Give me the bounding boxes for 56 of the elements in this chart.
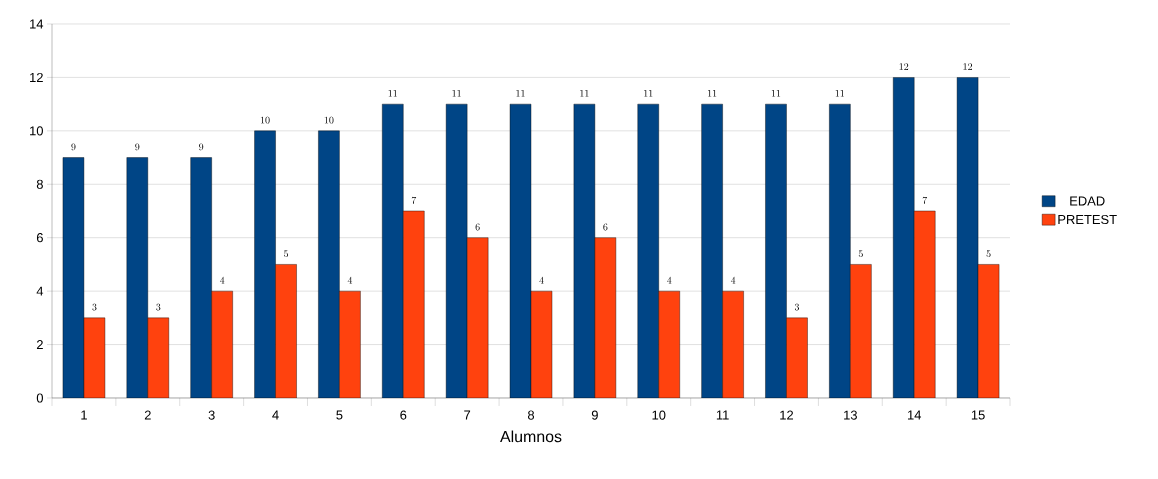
data-label: 3 [92, 303, 97, 311]
data-label: 3 [156, 303, 161, 311]
data-label: 7 [922, 196, 928, 204]
y-tick-label: 14 [30, 19, 44, 29]
data-label: 11 [835, 89, 845, 97]
y-tick-label: 4 [36, 286, 44, 296]
x-tick-label: 2 [144, 410, 151, 420]
y-tick-label: 6 [36, 233, 43, 243]
x-tick-label: 4 [272, 410, 279, 420]
x-tick-label: 5 [336, 410, 343, 420]
data-label: 11 [388, 89, 397, 97]
data-label: 11 [580, 89, 589, 97]
data-label: 4 [347, 276, 353, 284]
x-tick-label: 6 [400, 410, 407, 420]
x-tick-label: 8 [527, 410, 535, 420]
data-label: 6 [603, 223, 608, 231]
data-label: 12 [899, 63, 909, 70]
x-tick-label: 3 [208, 410, 215, 420]
data-label: 6 [475, 223, 480, 231]
data-label: 11 [452, 89, 461, 97]
x-tick-label: 7 [464, 410, 471, 420]
data-label: 10 [260, 116, 270, 124]
x-tick-label: 10 [652, 410, 666, 420]
y-tick-label: 2 [36, 340, 43, 350]
x-tick-label: 13 [844, 410, 857, 420]
data-label: 5 [858, 250, 863, 258]
data-label: 9 [71, 143, 76, 151]
x-tick-label: 9 [591, 410, 598, 420]
y-tick-label: 10 [30, 126, 43, 136]
x-axis-title: Alumnos [500, 430, 562, 443]
data-label: 3 [794, 303, 800, 311]
x-tick-label: 15 [971, 410, 985, 420]
data-label: 7 [411, 196, 417, 204]
y-tick-label: 12 [30, 72, 43, 82]
data-label: 12 [963, 63, 973, 70]
data-label: 5 [986, 250, 991, 258]
data-label: 4 [219, 276, 225, 284]
data-label: 4 [667, 276, 672, 284]
data-label: 9 [199, 143, 204, 151]
legend-label: PRETEST [1058, 214, 1117, 225]
y-tick-label: 8 [36, 179, 43, 189]
data-label: 11 [771, 89, 781, 97]
x-tick-label: 12 [780, 410, 794, 420]
x-tick-label: 14 [907, 410, 922, 420]
x-tick-label: 11 [716, 410, 729, 420]
data-label: 4 [539, 276, 544, 284]
data-label: 5 [284, 250, 289, 258]
data-label: 11 [644, 89, 653, 97]
legend-label: EDAD [1070, 196, 1105, 206]
data-label: 11 [708, 89, 717, 97]
data-label: 9 [135, 143, 140, 151]
y-tick-label: 0 [36, 393, 43, 403]
data-label: 4 [730, 276, 736, 284]
data-label: 11 [516, 89, 525, 97]
data-label: 10 [324, 116, 334, 124]
x-tick-label: 1 [81, 410, 87, 420]
